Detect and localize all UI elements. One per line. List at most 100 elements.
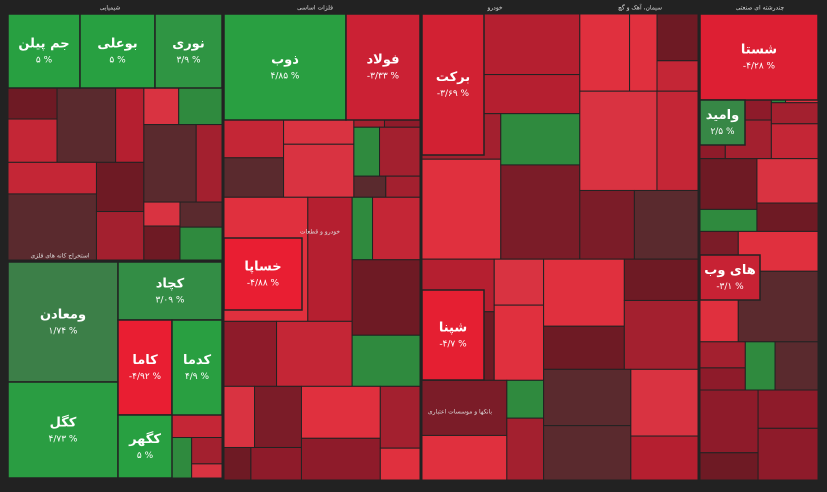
- filler-cell: [633, 189, 699, 260]
- filler-cell: [351, 196, 374, 261]
- cell: [223, 13, 347, 121]
- cell-name: جم پیلن: [18, 37, 69, 52]
- filler-cell: [579, 189, 635, 260]
- filler-cell: [372, 196, 421, 261]
- filler-cell: [191, 437, 223, 465]
- filler-cell: [115, 87, 145, 163]
- cell-value: -۴/۹۲ %: [129, 372, 162, 382]
- cell: [79, 13, 156, 89]
- filler-cell: [744, 341, 776, 391]
- filler-cell: [543, 368, 632, 427]
- filler-cell: [579, 90, 658, 191]
- filler-cell: [276, 320, 353, 387]
- filler-cell: [169, 437, 193, 479]
- filler-cell: [757, 427, 819, 481]
- cell: [171, 319, 223, 416]
- cell-value: ۲/۵ %: [710, 127, 735, 137]
- filler-cell: [699, 341, 746, 369]
- filler-cell: [353, 126, 381, 177]
- cell-value: -۳/۳۳ %: [367, 72, 400, 82]
- filler-cell: [493, 304, 545, 381]
- cell-name: کگهر: [128, 431, 161, 447]
- cell: [699, 254, 761, 301]
- cell-name: نوری: [172, 37, 204, 52]
- cell-name: ومعادن: [40, 308, 86, 323]
- cell-name: وامید: [706, 108, 739, 123]
- sector-label: استخراج کانه های فلزی: [30, 253, 89, 260]
- cell: [117, 261, 223, 321]
- filler-cell: [379, 126, 421, 177]
- cell-name: خساپا: [244, 260, 281, 275]
- filler-cell: [7, 118, 58, 163]
- filler-cell: [421, 434, 508, 481]
- cell-value: ۵ %: [36, 56, 53, 66]
- cell-name: کاما: [132, 353, 158, 368]
- filler-cell: [482, 13, 581, 76]
- filler-cell: [493, 258, 545, 306]
- filler-cell: [623, 299, 699, 370]
- cell: [154, 13, 223, 89]
- cell-value: ۵ %: [109, 56, 126, 66]
- cell-name: کچاد: [156, 277, 185, 292]
- cell: [117, 414, 173, 479]
- sector-label: شیمیایی: [100, 5, 121, 12]
- filler-cell: [7, 161, 97, 195]
- filler-cell: [421, 158, 502, 260]
- filler-cell: [757, 389, 819, 429]
- filler-cell: [506, 417, 545, 481]
- cell-name: شپنا: [439, 321, 467, 336]
- filler-cell: [756, 158, 819, 204]
- filler-cell: [699, 389, 759, 454]
- filler-cell: [223, 320, 278, 387]
- cell: [421, 289, 485, 381]
- filler-cell: [699, 452, 759, 481]
- cell-name: برکت: [436, 70, 470, 85]
- filler-cell: [756, 202, 819, 232]
- cell-value: ۵ %: [137, 451, 154, 461]
- filler-cell: [543, 425, 632, 481]
- cell: [117, 319, 173, 416]
- filler-cell: [506, 379, 545, 419]
- filler-cell: [300, 437, 381, 481]
- filler-cell: [7, 193, 97, 261]
- filler-cell: [630, 435, 699, 481]
- filler-cell: [656, 13, 699, 62]
- cell-value: -۳/۱ %: [716, 282, 744, 292]
- filler-cell: [178, 87, 223, 126]
- filler-cell: [307, 196, 353, 322]
- filler-cell: [629, 13, 658, 92]
- filler-cell: [179, 226, 223, 261]
- filler-cell: [623, 258, 699, 301]
- cell-name: کگل: [50, 415, 77, 431]
- filler-cell: [500, 164, 581, 260]
- cell-value: -۴/۷ %: [439, 340, 467, 350]
- filler-cell: [7, 87, 58, 120]
- cell-value: -۴/۲۸ %: [743, 62, 776, 72]
- cell-name: کدما: [183, 353, 211, 368]
- cell-value: ۴/۹ %: [185, 372, 210, 382]
- filler-cell: [95, 211, 145, 261]
- filler-cell: [223, 157, 285, 198]
- cell: [7, 13, 81, 89]
- cell-name: های وب: [704, 263, 755, 278]
- cell-value: ۴/۸۵ %: [271, 72, 300, 82]
- cell: [421, 13, 485, 156]
- filler-cell: [179, 201, 223, 228]
- cell-name: فولاد: [366, 53, 399, 68]
- cell: [223, 237, 303, 311]
- filler-cell: [543, 258, 625, 327]
- filler-cell: [699, 158, 758, 210]
- filler-cell: [56, 87, 117, 163]
- filler-cell: [500, 113, 581, 166]
- filler-cell: [699, 208, 758, 232]
- filler-cell: [351, 259, 421, 336]
- filler-cell: [250, 446, 302, 481]
- cell-name: ذوب: [271, 53, 299, 68]
- cell-layer: شیمیایی فلزات اساسی خودرو سیمان، آهک و گچ چن…: [7, 3, 819, 479]
- filler-cell: [579, 13, 631, 92]
- filler-cell: [379, 385, 421, 449]
- filler-cell: [143, 87, 180, 126]
- cell-value: -۴/۸۸ %: [247, 279, 280, 289]
- cell: [7, 261, 119, 383]
